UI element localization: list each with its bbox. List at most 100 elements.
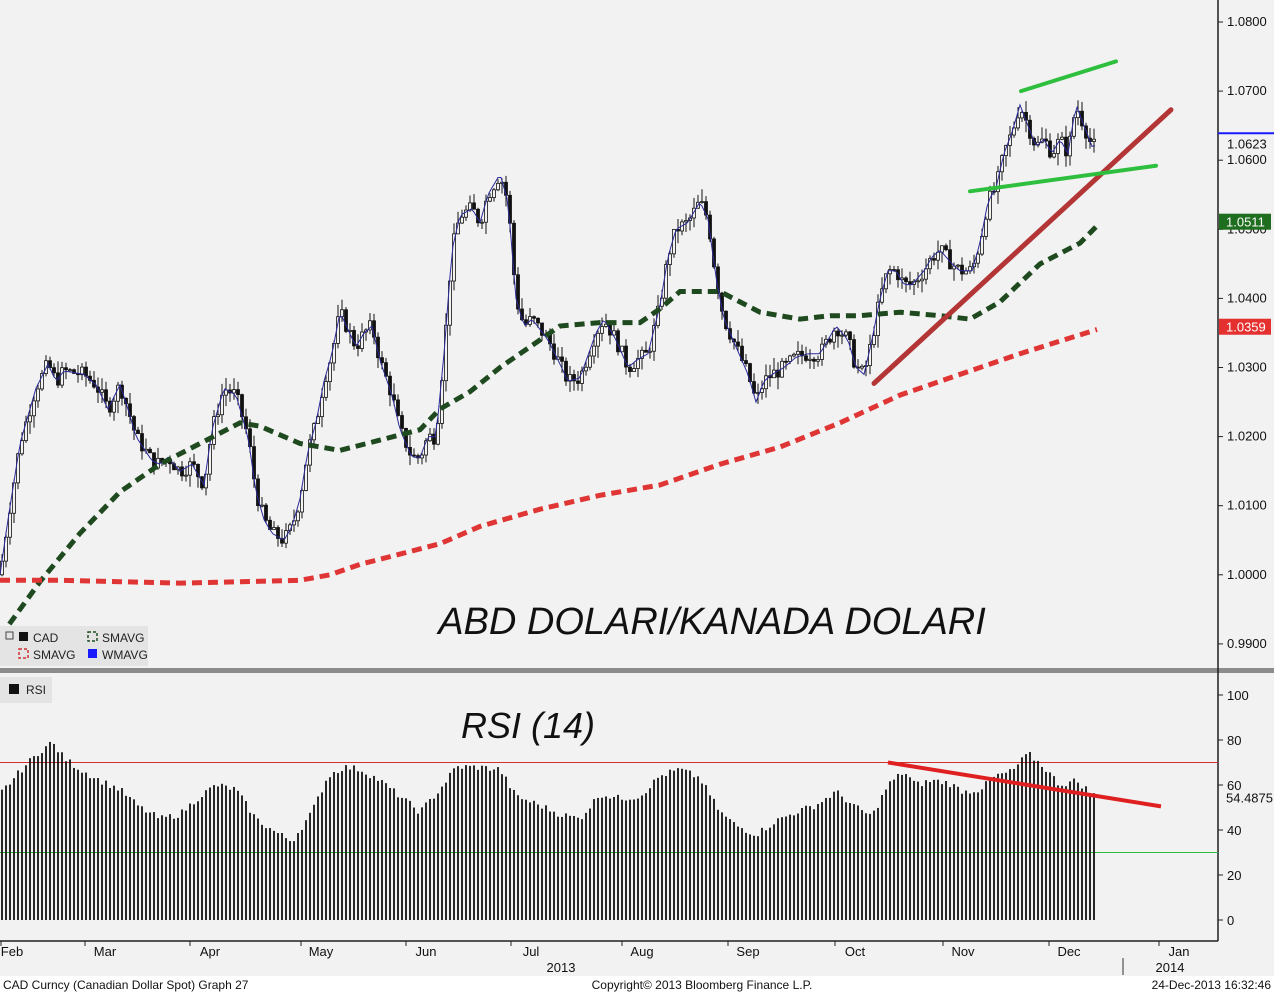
rsi-bar [449,772,451,920]
rsi-bar [653,779,655,920]
rsi-bar [225,785,227,920]
candle-body [60,367,64,386]
rsi-bar [845,802,847,920]
rsi-bar [185,810,187,920]
candle-body [948,249,952,270]
rsi-bar [981,789,983,920]
price-y-tick-label: 1.0700 [1227,83,1267,98]
candle-body [272,527,276,530]
rsi-bar [141,806,143,920]
candle-body [932,258,936,261]
rsi-bar [97,778,99,920]
rsi-bar [489,770,491,920]
rsi-bar [1057,785,1059,920]
rsi-bar [481,765,483,920]
candle-body [112,400,116,413]
rsi-bar [241,795,243,920]
rsi-bar [61,752,63,920]
rsi-bar [233,786,235,920]
rsi-bar [637,798,639,920]
smavg-short-line [0,224,1099,639]
candle-body [472,202,476,210]
rsi-bar [1025,754,1027,920]
candle-body [68,369,72,372]
rsi-bar [405,798,407,920]
candle-body [640,349,644,359]
rsi-bar [773,824,775,920]
rsi-bar [897,773,899,920]
rsi-bar [53,743,55,920]
rsi-bar [429,799,431,920]
price-y-tick-label: 1.0100 [1227,498,1267,513]
rsi-bar [961,793,963,920]
rsi-bar [777,818,779,920]
candle-body [356,345,360,349]
rsi-bar [785,816,787,920]
legend-collapse-icon[interactable] [5,631,14,640]
rsi-bar [389,787,391,920]
rsi-bar [113,785,115,920]
candle-body [4,536,8,562]
rsi-bar [133,799,135,920]
rsi-bar [201,797,203,920]
candle-body [8,512,12,538]
rsi-bar [309,812,311,920]
candle-body [384,362,388,377]
rsi-bar [1089,793,1091,920]
candle-body [856,366,860,369]
candle-body [788,355,792,362]
candle-body [904,277,908,283]
rsi-bar [345,765,347,920]
x-month-label: Nov [951,944,975,959]
rsi-bar [737,826,739,920]
rsi-bar [125,795,127,920]
rsi-bar [937,779,939,920]
candle-body [28,415,32,423]
rsi-bar [5,785,7,920]
rsi-bar [193,804,195,920]
footer-copyright-text: Copyright© 2013 Bloomberg Finance L.P. [592,978,813,992]
rsi-bar [145,812,147,920]
rsi-bar [433,798,435,920]
candle-body [224,389,228,396]
candle-body [108,400,112,413]
candle-body [920,278,924,282]
rsi-bar [1069,781,1071,920]
rsi-bar [797,813,799,920]
rsi-bar [341,771,343,920]
candle-body [40,373,44,390]
rsi-bar [285,838,287,920]
rsi-bar [461,768,463,920]
candle-body [312,423,316,441]
candle-body [560,356,564,362]
candle-body [936,251,940,261]
x-month-label: Sep [736,944,759,959]
candle-body [708,214,712,240]
candle-body [816,359,820,362]
rsi-bar [1045,771,1047,920]
rsi-bar [609,798,611,920]
legend-smavg-green-label: SMAVG [102,631,144,645]
rsi-bar [137,805,139,920]
rsi-bar [985,781,987,920]
candle-body [964,270,968,275]
rsi-bar [645,793,647,920]
candle-body [36,388,40,402]
price-trend-lines [871,59,1174,386]
rsi-bar [901,774,903,920]
candle-body [812,358,816,362]
rsi-bar [505,776,507,920]
rsi-bar [793,815,795,920]
candle-body [700,201,704,204]
rsi-bar [513,789,515,920]
rsi-bar [317,796,319,920]
x-month-label: Dec [1057,944,1081,959]
rsi-bar [469,765,471,920]
price-y-tick-label: 1.0600 [1227,152,1267,167]
rsi-bar [1001,773,1003,920]
rsi-bar [1041,766,1043,920]
candle-body [236,389,240,396]
candle-body [368,320,372,331]
rsi-bar [641,795,643,920]
candle-body [832,330,836,343]
